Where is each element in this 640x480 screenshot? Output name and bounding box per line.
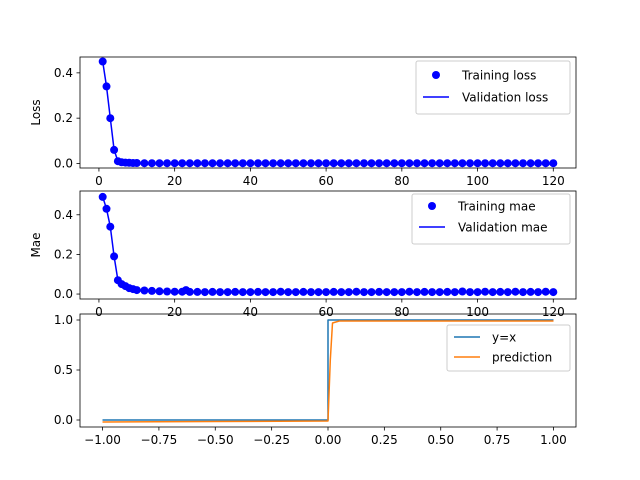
- legend: Training loss Validation loss: [415, 60, 571, 115]
- legend-frame: [415, 60, 571, 115]
- legend-label: Validation loss: [462, 91, 548, 105]
- x-tick-label: −0.75: [141, 433, 178, 447]
- y-tick-label: 0.2: [54, 247, 73, 261]
- x-tick-label: 40: [243, 174, 258, 188]
- x-tick-label: 20: [167, 305, 182, 319]
- legend-marker-swatch: [432, 71, 440, 79]
- legend: y=x prediction: [446, 324, 571, 372]
- y-tick-label: 1.0: [54, 313, 73, 327]
- x-tick-label: 100: [466, 305, 489, 319]
- x-tick-label: 0.75: [484, 433, 511, 447]
- series-line-2: [101, 196, 554, 293]
- y-tick-label: 0.0: [54, 413, 73, 427]
- axes-frame: [79, 190, 577, 300]
- y-tick-label: 0.2: [54, 111, 73, 125]
- x-tick-label: 40: [243, 305, 258, 319]
- x-tick-label: −1.00: [84, 433, 121, 447]
- x-tick-label: −0.25: [253, 433, 290, 447]
- legend-label: prediction: [492, 351, 552, 365]
- x-tick-label: 0: [95, 305, 103, 319]
- subplot-1: 0 20 40 60 80 100 120 0.0 0.2 0.4 Loss Training los…: [29, 56, 577, 188]
- legend-marker-swatch: [428, 202, 436, 210]
- y-tick-label: 0.5: [54, 363, 73, 377]
- plot-area: [98, 192, 558, 297]
- x-tick-label: 80: [394, 174, 409, 188]
- x-tick-label: 60: [318, 305, 333, 319]
- series-line-2: [102, 320, 554, 423]
- legend-label: Training loss: [461, 69, 536, 83]
- series-line-1: [102, 319, 554, 421]
- legend: Training mae Validation mae: [411, 193, 571, 245]
- x-tick-label: 120: [542, 305, 565, 319]
- y-axis-label: Mae: [29, 232, 43, 257]
- x-tick-label: 0.50: [427, 433, 454, 447]
- x-tick-label: 80: [394, 305, 409, 319]
- subplot-2: 0 20 40 60 80 100 120 0.0 0.2 0.4 Mae Training mae V…: [29, 190, 577, 319]
- x-tick-label: 120: [542, 174, 565, 188]
- x-tick-label: 1.00: [540, 433, 567, 447]
- plot-area: [102, 319, 554, 423]
- x-tick-label: 0.00: [315, 433, 342, 447]
- y-tick-label: 0.4: [54, 208, 73, 222]
- series-line-2: [101, 61, 554, 164]
- x-tick-label: 20: [167, 174, 182, 188]
- x-tick-label: 100: [466, 174, 489, 188]
- y-tick-label: 0.0: [54, 287, 73, 301]
- y-tick-label: 0.0: [54, 156, 73, 170]
- y-axis-label: Loss: [29, 99, 43, 125]
- x-tick-label: 60: [318, 174, 333, 188]
- legend-label: Training mae: [457, 200, 536, 214]
- x-tick-label: −0.50: [197, 433, 234, 447]
- legend-label: Validation mae: [458, 221, 548, 235]
- x-tick-label: 0.25: [371, 433, 398, 447]
- y-tick-label: 0.4: [54, 66, 73, 80]
- x-tick-label: 0: [95, 174, 103, 188]
- legend-frame: [411, 193, 571, 245]
- legend-label: y=x: [492, 331, 516, 345]
- subplot-3: −1.00 −0.75 −0.50 −0.25 0.00 0.25 0.50 0.75 1.00…: [54, 313, 577, 447]
- axes-frame: [79, 56, 577, 169]
- plot-area: [98, 57, 558, 168]
